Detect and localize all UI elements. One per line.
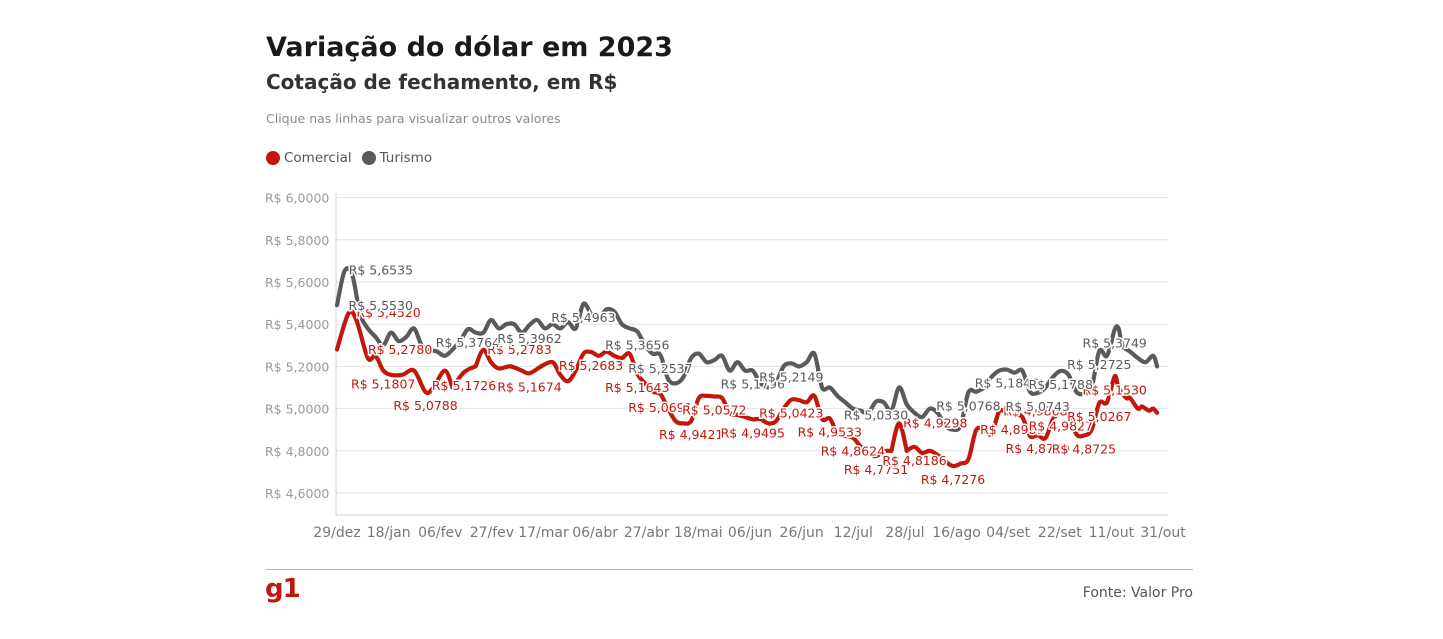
data-label-comercial: R$ 5,1674	[497, 379, 561, 394]
interaction-hint: Clique nas linhas para visualizar outros…	[266, 111, 561, 126]
data-label-comercial: R$ 5,1726	[432, 378, 496, 393]
x-tick-label: 31/out	[1140, 525, 1186, 541]
x-tick-label: 27/abr	[624, 525, 670, 541]
chart-subtitle: Cotação de fechamento, em R$	[266, 70, 618, 94]
legend: Comercial Turismo	[266, 150, 432, 166]
y-tick-label: R$ 6,0000	[265, 191, 329, 206]
series-line-comercial-2[interactable]	[473, 347, 544, 376]
data-label-comercial: R$ 5,4520	[356, 305, 420, 320]
data-label-comercial: R$ 5,1530	[1083, 382, 1147, 397]
data-label-turismo: R$ 5,1788	[1029, 377, 1093, 392]
data-label-comercial: R$ 4,8186	[882, 453, 946, 468]
g1-logo: g1	[265, 574, 301, 604]
x-tick-label: 06/abr	[572, 525, 618, 541]
data-label-comercial: R$ 5,2780	[368, 342, 432, 357]
y-tick-label: R$ 5,6000	[265, 275, 329, 290]
x-tick-label: 22/set	[1038, 525, 1082, 541]
data-label-turismo: R$ 5,3962	[497, 331, 561, 346]
data-label-comercial: R$ 4,7751	[844, 462, 908, 477]
data-label-comercial: R$ 5,0267	[1067, 409, 1131, 424]
x-tick-label: 27/fev	[470, 525, 514, 541]
source-note: Fonte: Valor Pro	[1082, 585, 1193, 601]
data-label-turismo: R$ 5,2537	[628, 361, 692, 376]
data-label-turismo: R$ 5,0768	[936, 398, 1000, 413]
x-tick-label: 17/mar	[518, 525, 569, 541]
x-tick-label: 18/mai	[674, 525, 723, 541]
x-tick-label: 16/ago	[932, 525, 981, 541]
x-tick-label: 04/set	[986, 525, 1030, 541]
data-label-turismo: R$ 5,0743	[1006, 399, 1070, 414]
x-tick-label: 28/jul	[885, 525, 924, 541]
y-tick-label: R$ 5,0000	[265, 402, 329, 417]
data-label-comercial: R$ 4,9298	[903, 415, 967, 430]
y-tick-label: R$ 5,4000	[265, 317, 329, 332]
legend-dot-comercial-icon	[266, 151, 280, 165]
series-line-comercial-3[interactable]	[538, 349, 886, 459]
data-label-comercial: R$ 4,9495	[721, 425, 785, 440]
legend-item-comercial[interactable]: Comercial	[266, 150, 352, 166]
chart-title: Variação do dólar em 2023	[266, 32, 673, 63]
data-label-turismo: R$ 5,3656	[605, 337, 669, 352]
data-label-comercial: R$ 5,1807	[351, 376, 415, 391]
x-tick-label: 18/jan	[367, 525, 411, 541]
data-label-turismo: R$ 5,2725	[1067, 357, 1131, 372]
x-tick-label: 06/fev	[418, 525, 462, 541]
y-tick-label: R$ 5,2000	[265, 359, 329, 374]
data-label-turismo: R$ 5,1846	[975, 376, 1039, 391]
data-label-comercial: R$ 4,8624	[821, 444, 885, 459]
data-label-comercial: R$ 5,0423	[759, 406, 823, 421]
data-label-comercial: R$ 5,2783	[487, 342, 551, 357]
legend-label-comercial: Comercial	[284, 150, 352, 166]
series-line-comercial-1[interactable]	[450, 364, 478, 390]
data-label-turismo: R$ 5,2149	[759, 369, 823, 384]
y-tick-label: R$ 4,6000	[265, 486, 329, 501]
x-tick-label: 29/dez	[313, 525, 360, 541]
series-line-turismo-0[interactable]	[334, 266, 1160, 433]
series-line-comercial-5[interactable]	[889, 421, 909, 453]
x-tick-label: 12/jul	[834, 525, 873, 541]
data-label-turismo: R$ 5,4963	[551, 310, 615, 325]
data-label-turismo: R$ 5,5530	[349, 298, 413, 313]
data-label-comercial: R$ 4,8981	[980, 422, 1044, 437]
y-tick-label: R$ 5,8000	[265, 233, 329, 248]
x-tick-label: 06/jun	[728, 525, 772, 541]
data-label-turismo: R$ 5,3749	[1083, 335, 1147, 350]
data-label-turismo: R$ 5,6535	[349, 263, 413, 278]
series-line-comercial-0[interactable]	[334, 309, 455, 396]
x-tick-label: 26/jun	[780, 525, 824, 541]
data-label-comercial: R$ 4,7276	[921, 472, 985, 487]
data-label-comercial: R$ 5,0788	[393, 398, 457, 413]
data-label-comercial: R$ 5,1643	[605, 380, 669, 395]
data-label-comercial: R$ 5,0691	[628, 400, 692, 415]
x-tick-label: 11/out	[1089, 525, 1135, 541]
data-label-turismo: R$ 5,0330	[844, 408, 908, 423]
footer-divider	[266, 569, 1193, 570]
data-label-comercial: R$ 4,9533	[798, 424, 862, 439]
data-label-turismo: R$ 5,3764	[436, 335, 500, 350]
y-tick-label: R$ 4,8000	[265, 444, 329, 459]
legend-dot-turismo-icon	[361, 151, 376, 165]
data-label-comercial: R$ 4,9421	[659, 427, 723, 442]
data-label-comercial: R$ 4,9827	[1029, 418, 1093, 433]
data-label-comercial: R$ 5,2683	[559, 358, 623, 373]
data-label-comercial: R$ 4,8750	[1006, 441, 1070, 456]
legend-item-turismo[interactable]: Turismo	[361, 150, 433, 166]
data-label-comercial: R$ 4,9868	[1003, 403, 1067, 418]
data-label-comercial: R$ 4,8725	[1052, 442, 1116, 457]
data-label-comercial: R$ 5,0572	[682, 403, 746, 418]
legend-label-turismo: Turismo	[379, 150, 433, 166]
series-line-comercial-6[interactable]	[904, 373, 1160, 469]
data-label-turismo: R$ 5,1796	[721, 377, 785, 392]
